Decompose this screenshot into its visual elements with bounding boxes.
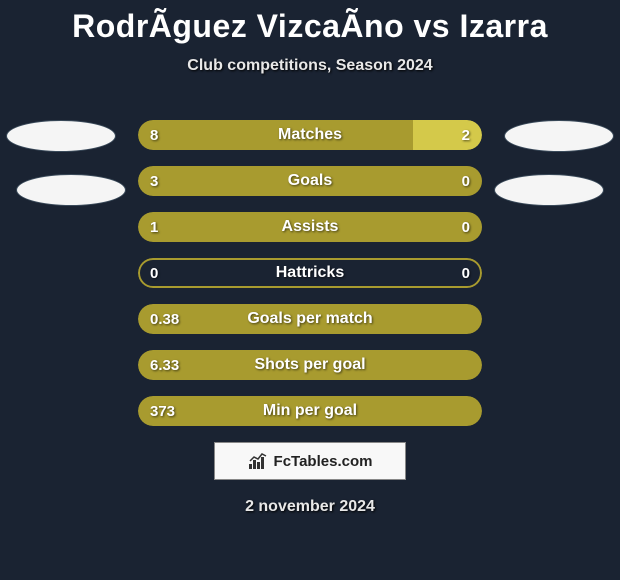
stat-label: Hattricks xyxy=(138,258,482,288)
chart-icon xyxy=(248,452,270,470)
subtitle: Club competitions, Season 2024 xyxy=(0,57,620,75)
stat-row: 6.33Shots per goal xyxy=(138,350,482,380)
stat-label: Min per goal xyxy=(138,396,482,426)
date-text: 2 november 2024 xyxy=(0,498,620,516)
stat-row: 82Matches xyxy=(138,120,482,150)
stats-bars: 82Matches 30Goals 10Assists 00Hattricks 0.38… xyxy=(138,120,482,442)
player1-club-logo xyxy=(6,120,116,152)
attribution-badge: FcTables.com xyxy=(214,442,406,480)
player1-nation-logo xyxy=(16,174,126,206)
stat-row: 10Assists xyxy=(138,212,482,242)
stat-row: 00Hattricks xyxy=(138,258,482,288)
player2-nation-logo xyxy=(494,174,604,206)
stat-row: 30Goals xyxy=(138,166,482,196)
stat-label: Shots per goal xyxy=(138,350,482,380)
stat-label: Goals per match xyxy=(138,304,482,334)
stat-label: Goals xyxy=(138,166,482,196)
player2-club-logo xyxy=(504,120,614,152)
stat-row: 373Min per goal xyxy=(138,396,482,426)
attribution-text: FcTables.com xyxy=(274,453,373,470)
stat-label: Assists xyxy=(138,212,482,242)
stat-label: Matches xyxy=(138,120,482,150)
page-title: RodrÃ­guez VizcaÃ­no vs Izarra xyxy=(0,0,620,45)
stat-row: 0.38Goals per match xyxy=(138,304,482,334)
